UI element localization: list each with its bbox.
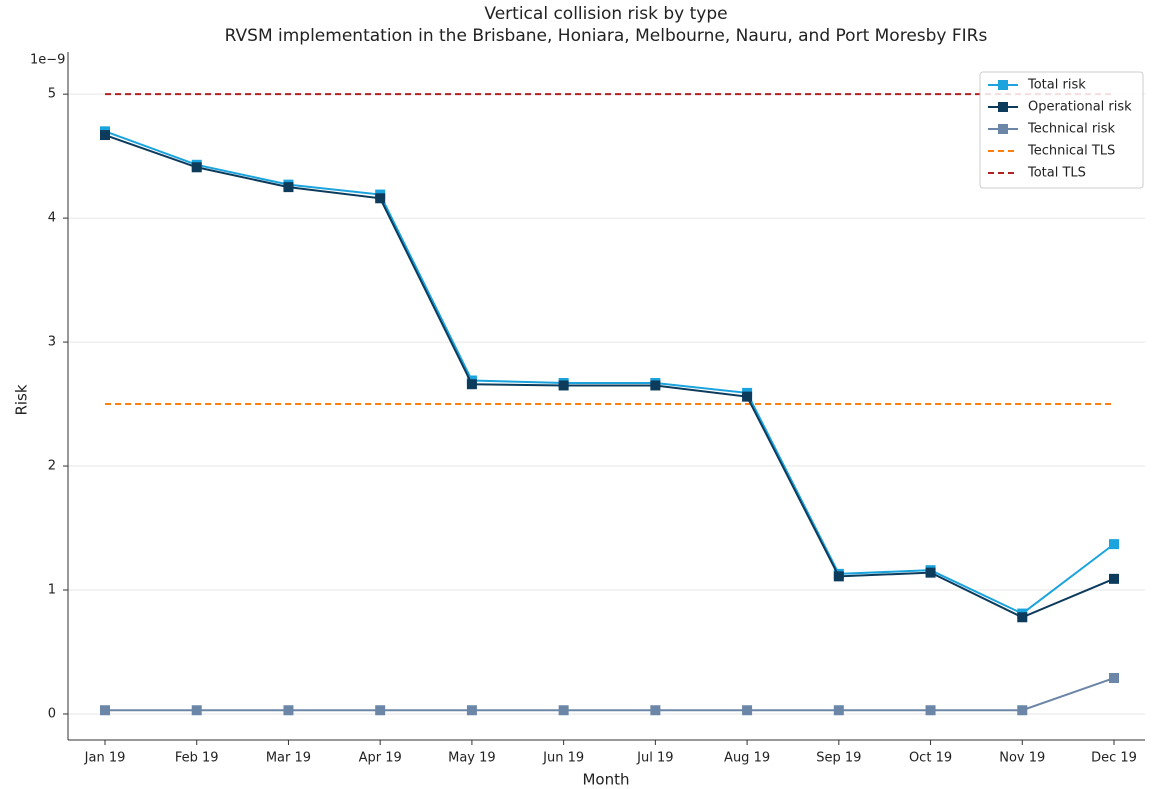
marker <box>100 130 110 141</box>
marker <box>742 391 753 402</box>
y-tick-label: 1 <box>48 583 56 598</box>
marker <box>466 705 477 716</box>
x-tick-label: Dec 19 <box>1091 751 1137 766</box>
chart-subtitle: RVSM implementation in the Brisbane, Hon… <box>225 26 988 46</box>
y-tick-label: 0 <box>48 706 56 721</box>
series-line <box>104 134 1115 619</box>
marker <box>191 705 202 716</box>
marker <box>833 705 844 716</box>
x-tick-label: Nov 19 <box>999 751 1045 766</box>
legend-label: Technical risk <box>1027 122 1116 137</box>
marker <box>100 705 110 716</box>
legend-label: Technical TLS <box>1027 144 1115 159</box>
legend-marker <box>998 124 1008 134</box>
marker <box>191 162 202 173</box>
x-tick-label: Jan 19 <box>84 751 126 766</box>
marker <box>283 705 294 716</box>
marker <box>1109 573 1119 584</box>
x-axis-label: Month <box>582 771 629 789</box>
legend-marker <box>998 80 1008 90</box>
marker <box>283 182 294 193</box>
marker <box>650 705 661 716</box>
marker <box>650 380 661 391</box>
marker <box>1109 539 1119 550</box>
x-tick-label: Mar 19 <box>266 751 311 766</box>
legend-label: Total risk <box>1027 78 1086 93</box>
legend-box <box>979 71 1144 189</box>
x-tick-label: Aug 19 <box>724 751 770 766</box>
marker <box>375 193 386 204</box>
x-tick-label: Feb 19 <box>175 751 219 766</box>
chart-title: Vertical collision risk by type <box>484 4 727 24</box>
x-tick-label: Jun 19 <box>542 751 584 766</box>
marker <box>925 567 936 578</box>
x-tick-label: Sep 19 <box>816 751 861 766</box>
series-line <box>104 130 1115 615</box>
x-tick-label: Jul 19 <box>636 751 673 766</box>
marker <box>1109 673 1119 684</box>
marker <box>466 379 477 390</box>
marker <box>375 705 386 716</box>
marker <box>1017 705 1028 716</box>
series-line <box>105 677 1115 712</box>
y-axis-label: Risk <box>13 384 31 415</box>
legend-label: Total TLS <box>1027 166 1086 181</box>
x-tick-label: May 19 <box>448 751 496 766</box>
marker <box>1017 612 1028 623</box>
y-tick-label: 2 <box>48 459 56 474</box>
legend-label: Operational risk <box>1028 100 1132 115</box>
legend-marker <box>998 102 1008 112</box>
y-offset-label: 1e−9 <box>30 53 65 68</box>
marker <box>742 705 753 716</box>
marker <box>558 380 569 391</box>
marker <box>925 705 936 716</box>
y-tick-label: 4 <box>48 211 56 226</box>
marker <box>558 705 569 716</box>
x-tick-label: Oct 19 <box>909 751 952 766</box>
x-tick-label: Apr 19 <box>359 751 402 766</box>
y-tick-label: 5 <box>48 87 56 102</box>
marker <box>833 571 844 582</box>
y-tick-label: 3 <box>48 335 56 350</box>
